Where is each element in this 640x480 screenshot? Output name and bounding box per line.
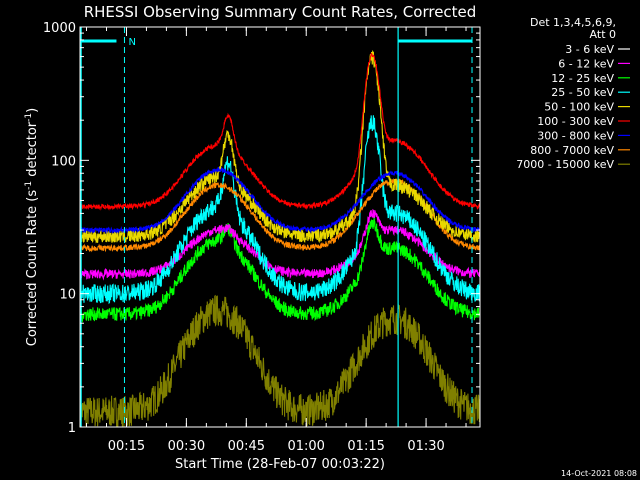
annotation-layer: N xyxy=(80,27,473,427)
legend-label: 6 - 12 keV xyxy=(558,57,614,70)
legend-label: 3 - 6 keV xyxy=(565,43,614,56)
series-layer xyxy=(79,50,481,428)
y-tick-label: 1 xyxy=(68,421,76,436)
legend-label: 300 - 800 keV xyxy=(537,129,614,142)
x-tick-label: 00:15 xyxy=(108,439,145,454)
series-line xyxy=(79,247,481,368)
y-tick-label: 1000 xyxy=(43,21,76,36)
x-tick-label: 00:30 xyxy=(168,439,205,454)
chart-title: RHESSI Observing Summary Count Rates, Co… xyxy=(84,3,477,21)
legend-header: Det 1,3,4,5,6,9, xyxy=(530,16,616,29)
x-tick-label: 01:30 xyxy=(407,439,444,454)
y-axis-label: Corrected Count Rate (s-1 detector-1) xyxy=(24,108,40,346)
series-line xyxy=(79,52,481,211)
series-line xyxy=(79,208,481,281)
legend-label: 100 - 300 keV xyxy=(537,115,614,128)
y-axis: 1 10 100 1000 xyxy=(43,21,480,436)
footer-date: 14-Oct-2021 08:08 xyxy=(561,469,637,478)
series-line xyxy=(79,217,481,323)
x-tick-label: 01:00 xyxy=(287,439,324,454)
legend-label: 12 - 25 keV xyxy=(551,72,614,85)
series-line xyxy=(79,166,481,235)
series-line xyxy=(79,115,481,305)
x-tick-label: 00:45 xyxy=(228,439,265,454)
interval-label: N xyxy=(128,37,135,48)
y-tick-label: 10 xyxy=(59,288,76,303)
x-tick-label: 01:15 xyxy=(347,439,384,454)
legend-label: 50 - 100 keV xyxy=(544,101,614,114)
x-axis-label: Start Time (28-Feb-07 00:03:22) xyxy=(175,457,385,472)
series-line xyxy=(79,294,481,428)
x-axis: 00:15 00:30 00:45 01:00 01:15 01:30 xyxy=(86,27,467,454)
y-tick-label: 100 xyxy=(51,154,76,169)
legend-label: 25 - 50 keV xyxy=(551,86,614,99)
legend-label: 7000 - 15000 keV xyxy=(516,158,614,171)
legend-header: Att 0 xyxy=(590,28,616,41)
legend-label: 800 - 7000 keV xyxy=(530,144,614,157)
plot-frame xyxy=(79,26,481,428)
